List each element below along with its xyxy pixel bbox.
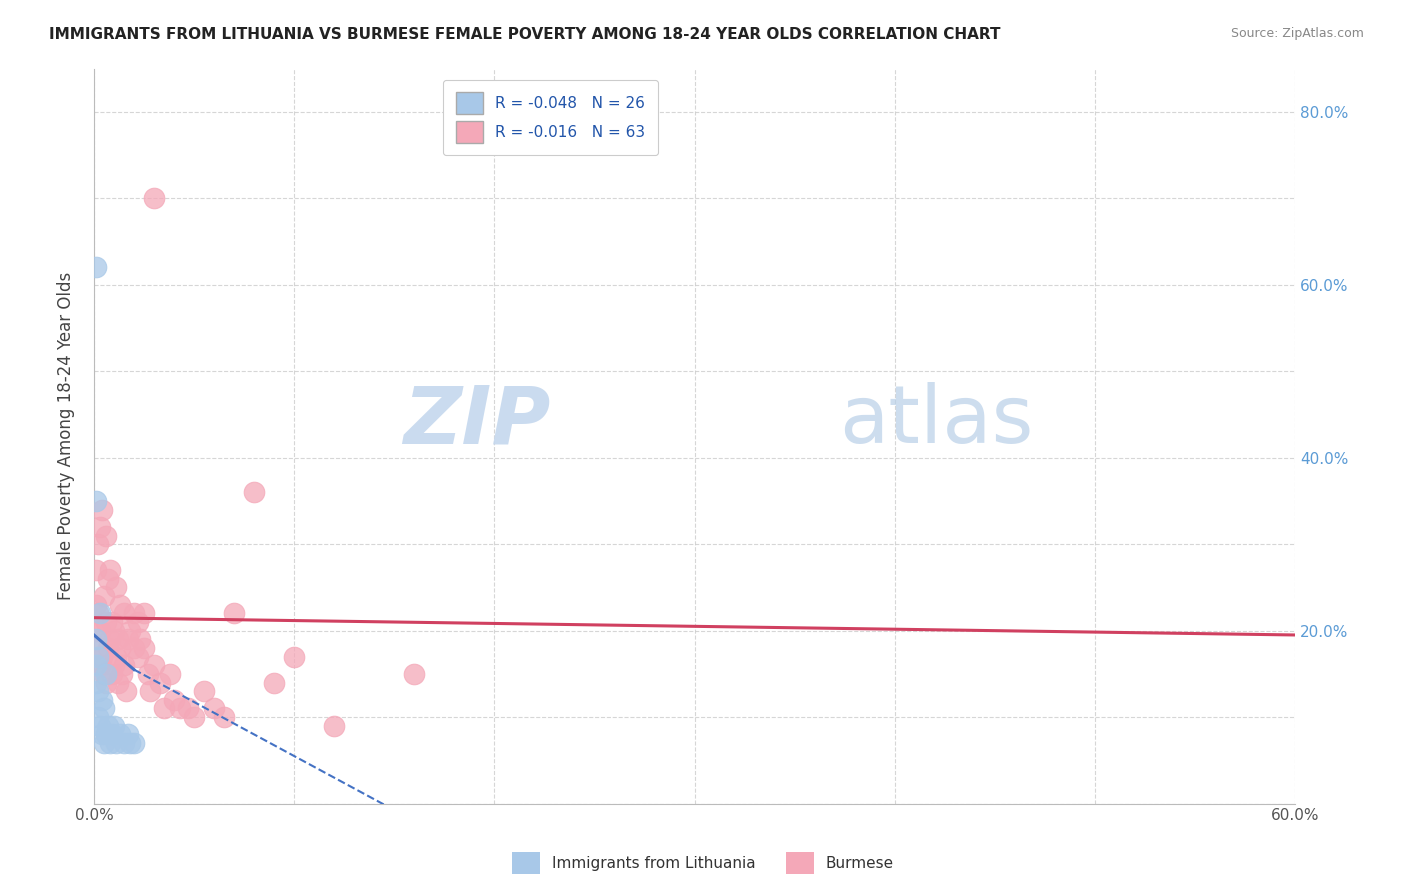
- Point: [129, 632, 152, 647]
- Point: [87, 710, 110, 724]
- Point: [177, 701, 200, 715]
- Point: [163, 693, 186, 707]
- Point: [84, 658, 107, 673]
- Point: [404, 666, 426, 681]
- Point: [103, 658, 125, 673]
- Point: [91, 649, 114, 664]
- Point: [93, 666, 115, 681]
- Point: [108, 727, 131, 741]
- Point: [97, 640, 120, 655]
- Point: [103, 624, 125, 638]
- Point: [193, 684, 215, 698]
- Point: [127, 649, 149, 664]
- Point: [103, 719, 125, 733]
- Point: [89, 520, 111, 534]
- Point: [94, 615, 117, 629]
- Point: [98, 632, 121, 647]
- Point: [212, 710, 235, 724]
- Point: [107, 675, 129, 690]
- Point: [117, 632, 139, 647]
- Y-axis label: Female Poverty Among 18-24 Year Olds: Female Poverty Among 18-24 Year Olds: [58, 272, 75, 600]
- Point: [91, 693, 114, 707]
- Point: [117, 727, 139, 741]
- Point: [87, 537, 110, 551]
- Point: [283, 649, 305, 664]
- Legend: Immigrants from Lithuania, Burmese: Immigrants from Lithuania, Burmese: [506, 846, 900, 880]
- Point: [112, 736, 135, 750]
- Point: [93, 701, 115, 715]
- Point: [84, 598, 107, 612]
- Point: [87, 684, 110, 698]
- Text: Source: ZipAtlas.com: Source: ZipAtlas.com: [1230, 27, 1364, 40]
- Point: [101, 727, 124, 741]
- Text: atlas: atlas: [839, 383, 1033, 460]
- Point: [112, 658, 135, 673]
- Point: [118, 624, 141, 638]
- Point: [93, 589, 115, 603]
- Point: [94, 727, 117, 741]
- Point: [263, 675, 285, 690]
- Point: [132, 607, 155, 621]
- Point: [112, 607, 135, 621]
- Point: [87, 649, 110, 664]
- Point: [97, 719, 120, 733]
- Point: [84, 494, 107, 508]
- Point: [243, 485, 266, 500]
- Point: [93, 736, 115, 750]
- Point: [84, 260, 107, 275]
- Point: [122, 607, 145, 621]
- Point: [122, 640, 145, 655]
- Point: [89, 719, 111, 733]
- Point: [224, 607, 246, 621]
- Point: [101, 615, 124, 629]
- Point: [143, 658, 166, 673]
- Point: [87, 607, 110, 621]
- Point: [104, 581, 127, 595]
- Point: [139, 684, 162, 698]
- Point: [169, 701, 191, 715]
- Point: [183, 710, 205, 724]
- Text: IMMIGRANTS FROM LITHUANIA VS BURMESE FEMALE POVERTY AMONG 18-24 YEAR OLDS CORREL: IMMIGRANTS FROM LITHUANIA VS BURMESE FEM…: [49, 27, 1001, 42]
- Point: [84, 632, 107, 647]
- Point: [84, 675, 107, 690]
- Point: [132, 640, 155, 655]
- Point: [118, 736, 141, 750]
- Point: [136, 666, 159, 681]
- Point: [94, 528, 117, 542]
- Point: [84, 563, 107, 577]
- Point: [153, 701, 176, 715]
- Point: [87, 640, 110, 655]
- Point: [127, 615, 149, 629]
- Point: [97, 572, 120, 586]
- Point: [159, 666, 181, 681]
- Point: [94, 675, 117, 690]
- Point: [89, 658, 111, 673]
- Point: [98, 563, 121, 577]
- Point: [104, 649, 127, 664]
- Point: [143, 191, 166, 205]
- Point: [91, 502, 114, 516]
- Point: [101, 666, 124, 681]
- Point: [122, 736, 145, 750]
- Point: [202, 701, 225, 715]
- Point: [323, 719, 346, 733]
- Point: [111, 666, 134, 681]
- Point: [89, 624, 111, 638]
- Point: [94, 666, 117, 681]
- Point: [115, 684, 138, 698]
- Point: [89, 607, 111, 621]
- Point: [108, 598, 131, 612]
- Point: [107, 632, 129, 647]
- Text: ZIP: ZIP: [404, 383, 551, 460]
- Point: [84, 624, 107, 638]
- Point: [91, 727, 114, 741]
- Point: [149, 675, 172, 690]
- Point: [104, 736, 127, 750]
- Point: [108, 640, 131, 655]
- Point: [98, 736, 121, 750]
- Legend: R = -0.048   N = 26, R = -0.016   N = 63: R = -0.048 N = 26, R = -0.016 N = 63: [443, 80, 658, 155]
